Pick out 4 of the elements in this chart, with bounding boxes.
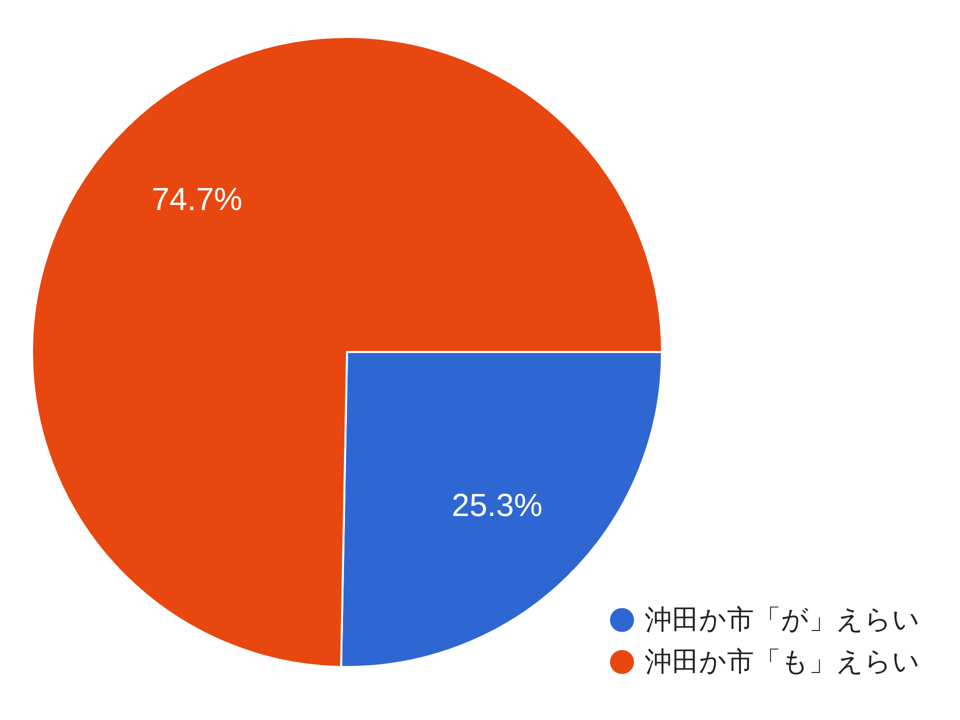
legend-label: 沖田か市「も」えらい bbox=[645, 646, 920, 678]
data-label: 74.7% bbox=[152, 181, 242, 218]
legend-label: 沖田か市「が」えらい bbox=[645, 604, 920, 636]
data-label: 25.3% bbox=[452, 486, 542, 523]
